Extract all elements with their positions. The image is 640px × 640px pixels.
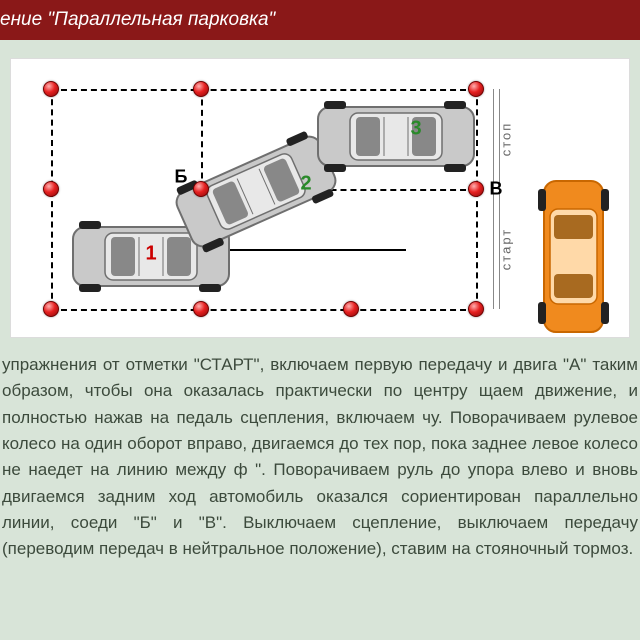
step-number-2: 2	[300, 173, 311, 196]
header-bar: ение "Параллельная парковка"	[0, 0, 640, 40]
page-title: ение "Параллельная парковка"	[0, 9, 275, 31]
label-v: В	[490, 179, 503, 200]
car-orange	[536, 179, 611, 334]
label-b: Б	[175, 167, 188, 188]
cone-6	[468, 181, 484, 197]
cone-9	[343, 301, 359, 317]
diagram-container: 1 2 3 Б Встоп старт	[10, 58, 630, 338]
step-number-1: 1	[145, 243, 156, 266]
instructions-paragraph: упражнения от отметки "СТАРТ", включаем …	[2, 352, 638, 563]
label-start: старт	[499, 228, 514, 270]
car-gray-3	[316, 99, 476, 174]
cone-4	[43, 181, 59, 197]
label-stop: стоп	[499, 122, 514, 157]
instructions-text: упражнения от отметки "СТАРТ", включаем …	[0, 352, 640, 563]
cone-8	[193, 301, 209, 317]
cone-10	[468, 301, 484, 317]
cone-3	[468, 81, 484, 97]
cone-5	[193, 181, 209, 197]
cone-7	[43, 301, 59, 317]
parking-diagram: 1 2 3 Б Встоп старт	[11, 59, 629, 337]
step-number-3: 3	[410, 118, 421, 141]
cone-2	[193, 81, 209, 97]
cone-1	[43, 81, 59, 97]
